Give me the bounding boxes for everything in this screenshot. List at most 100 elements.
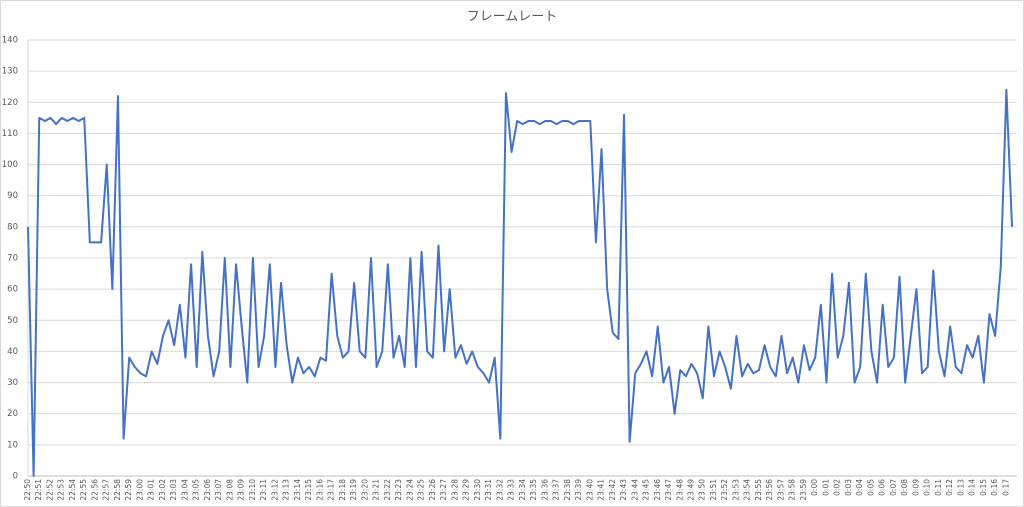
- x-tick-label: 23:52: [720, 479, 729, 501]
- x-tick-label: 0:14: [968, 479, 977, 496]
- x-tick-label: 23:18: [338, 479, 347, 501]
- x-tick-label: 23:51: [709, 479, 718, 501]
- y-tick-label: 130: [2, 67, 18, 77]
- x-tick-label: 22:59: [124, 479, 133, 501]
- x-tick-label: 23:15: [304, 479, 313, 501]
- x-tick-label: 23:41: [597, 479, 606, 501]
- x-tick-label: 22:54: [68, 479, 77, 501]
- x-tick-label: 23:06: [203, 479, 212, 501]
- x-tick-label: 23:00: [135, 479, 144, 501]
- x-tick-label: 23:24: [405, 479, 414, 501]
- x-tick-label: 0:10: [923, 479, 932, 496]
- y-tick-label: 50: [7, 316, 18, 326]
- x-tick-label: 0:08: [900, 479, 909, 496]
- x-tick-label: 23:49: [686, 479, 695, 501]
- x-tick-label: 22:56: [90, 479, 99, 501]
- x-tick-label: 23:09: [237, 479, 246, 501]
- x-tick-label: 22:57: [102, 479, 111, 501]
- x-tick-label: 23:23: [394, 479, 403, 501]
- x-tick-label: 0:02: [833, 479, 842, 496]
- x-tick-label: 23:50: [698, 479, 707, 501]
- x-tick-label: 0:13: [956, 479, 965, 496]
- x-tick-label: 0:09: [911, 479, 920, 496]
- x-tick-label: 23:33: [507, 479, 516, 501]
- x-tick-label: 23:12: [270, 479, 279, 501]
- x-tick-label: 23:58: [788, 479, 797, 501]
- x-tick-label: 23:46: [653, 479, 662, 501]
- x-tick-label: 22:58: [113, 479, 122, 501]
- x-tick-label: 23:45: [642, 479, 651, 501]
- x-tick-label: 23:03: [169, 479, 178, 501]
- x-tick-label: 23:29: [462, 479, 471, 501]
- x-tick-label: 23:20: [360, 479, 369, 501]
- y-tick-label: 70: [7, 254, 18, 264]
- x-tick-label: 23:17: [327, 479, 336, 501]
- x-tick-label: 0:04: [855, 479, 864, 496]
- x-tick-label: 23:13: [282, 479, 291, 501]
- x-tick-label: 23:01: [147, 479, 156, 501]
- x-tick-label: 22:50: [23, 479, 32, 501]
- x-tick-label: 23:19: [349, 479, 358, 501]
- x-tick-label: 0:06: [878, 479, 887, 496]
- x-tick-label: 22:51: [34, 479, 43, 501]
- x-tick-label: 23:42: [608, 479, 617, 501]
- x-tick-label: 23:47: [664, 479, 673, 501]
- x-tick-label: 0:03: [844, 479, 853, 496]
- x-tick-label: 23:38: [563, 479, 572, 501]
- x-tick-label: 22:53: [57, 479, 66, 501]
- x-tick-label: 23:07: [214, 479, 223, 501]
- x-tick-label: 23:11: [259, 479, 268, 501]
- x-tick-label: 23:55: [754, 479, 763, 501]
- y-tick-label: 140: [2, 36, 18, 46]
- x-tick-label: 23:37: [552, 479, 561, 501]
- x-tick-label: 23:25: [417, 479, 426, 501]
- x-tick-label: 23:34: [518, 479, 527, 501]
- x-tick-label: 23:10: [248, 479, 257, 501]
- x-tick-label: 23:57: [776, 479, 785, 501]
- y-tick-label: 80: [7, 222, 18, 232]
- x-tick-label: 23:02: [158, 479, 167, 501]
- x-tick-label: 0:00: [810, 479, 819, 496]
- x-tick-label: 23:05: [192, 479, 201, 501]
- y-tick-label: 120: [2, 98, 18, 108]
- x-tick-label: 23:40: [585, 479, 594, 501]
- x-tick-label: 23:43: [619, 479, 628, 501]
- y-tick-label: 20: [7, 409, 18, 419]
- y-tick-label: 100: [2, 160, 18, 170]
- x-tick-label: 0:16: [990, 479, 999, 496]
- x-tick-label: 0:11: [934, 479, 943, 496]
- x-tick-label: 23:32: [495, 479, 504, 501]
- x-tick-label: 23:04: [180, 479, 189, 501]
- x-tick-label: 23:31: [484, 479, 493, 501]
- x-tick-label: 23:54: [743, 479, 752, 501]
- x-tick-label: 0:12: [945, 479, 954, 496]
- x-tick-label: 23:28: [450, 479, 459, 501]
- x-tick-label: 23:53: [731, 479, 740, 501]
- x-tick-label: 23:59: [799, 479, 808, 501]
- x-tick-label: 22:55: [79, 479, 88, 501]
- x-tick-label: 23:26: [428, 479, 437, 501]
- x-tick-label: 23:27: [439, 479, 448, 501]
- data-line: [27, 88, 1013, 477]
- y-tick-label: 90: [7, 191, 18, 201]
- x-tick-label: 0:01: [821, 479, 830, 496]
- y-tick-label: 10: [7, 440, 18, 450]
- x-tick-label: 23:22: [383, 479, 392, 501]
- x-tick-label: 23:39: [574, 479, 583, 501]
- x-tick-label: 0:17: [1001, 479, 1010, 496]
- x-tick-label: 23:21: [372, 479, 381, 501]
- x-tick-label: 23:16: [315, 479, 324, 501]
- y-tick-label: 40: [7, 347, 18, 357]
- x-tick-label: 23:14: [293, 479, 302, 501]
- x-tick-label: 0:15: [979, 479, 988, 496]
- x-tick-label: 23:35: [529, 479, 538, 501]
- y-tick-label: 110: [2, 129, 18, 139]
- x-tick-label: 23:36: [540, 479, 549, 501]
- y-tick-label: 0: [13, 472, 18, 482]
- x-tick-label: 23:08: [225, 479, 234, 501]
- x-tick-label: 22:52: [45, 479, 54, 501]
- x-tick-label: 23:44: [630, 479, 639, 501]
- x-tick-label: 0:05: [866, 479, 875, 496]
